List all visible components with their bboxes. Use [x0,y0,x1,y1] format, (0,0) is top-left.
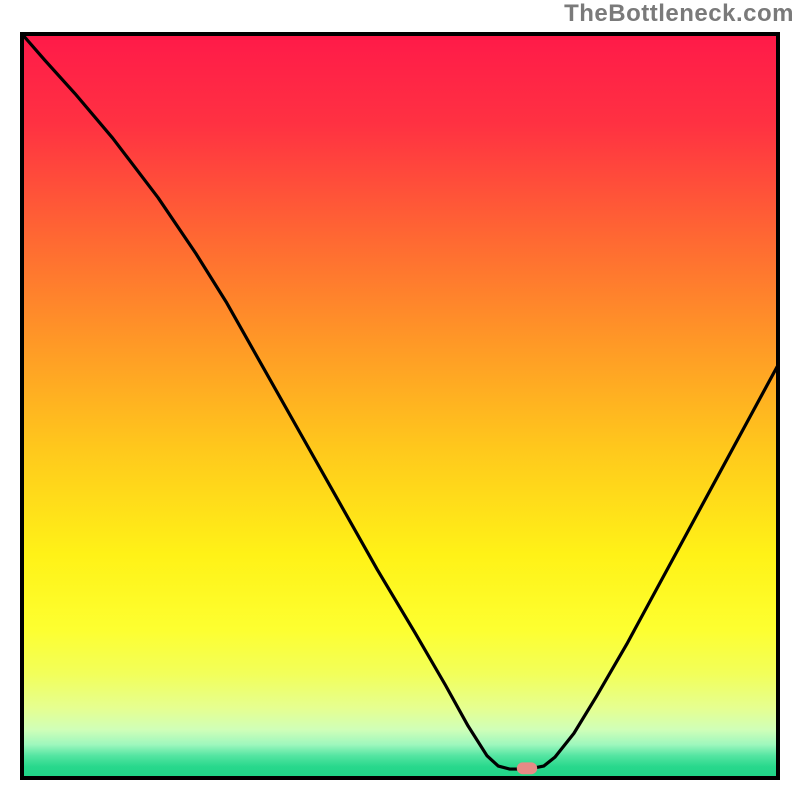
optimal-marker [517,762,537,774]
watermark-text: TheBottleneck.com [564,0,794,28]
plot-background [22,34,778,778]
chart-container: TheBottleneck.com [0,0,800,800]
bottleneck-chart [0,0,800,800]
